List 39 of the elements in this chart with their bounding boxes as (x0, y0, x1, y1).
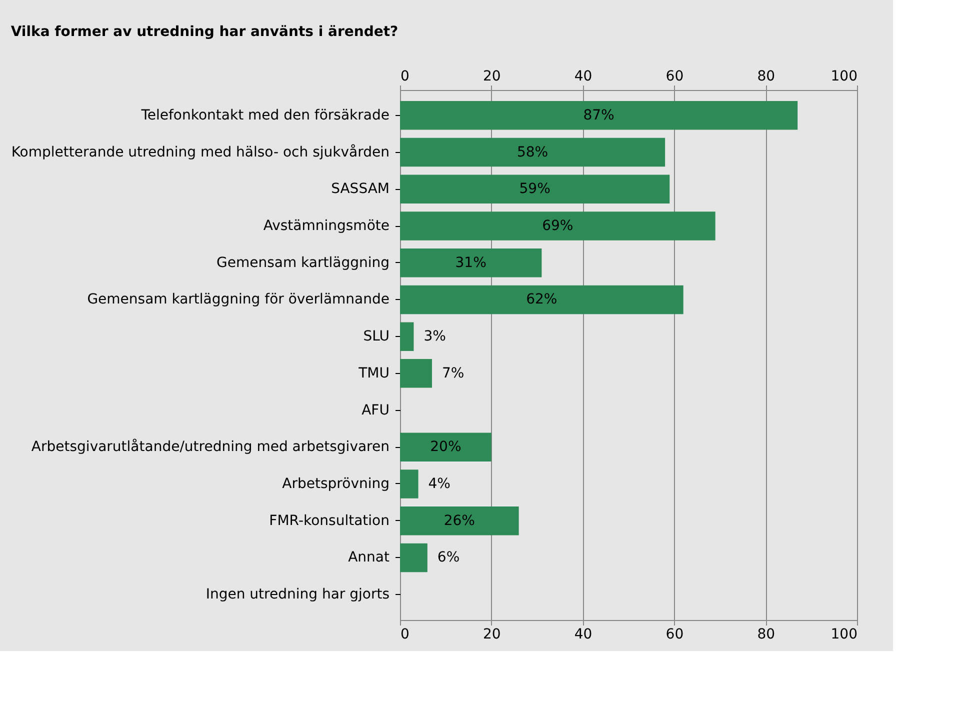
x-tick-label: 80 (757, 68, 776, 84)
x2-tick-label: 60 (666, 626, 684, 642)
data-label: 6% (437, 550, 460, 566)
text: Vilka former av utredning har använts i ärendet? (10, 24, 398, 40)
data-label: 26% (444, 512, 475, 529)
x2-tick-label: 40 (574, 626, 592, 642)
data-label: 87% (583, 107, 614, 124)
y-tick-label: SLU (363, 328, 390, 345)
y-tick-label: Gemensam kartläggning (216, 254, 390, 271)
y-tick-label: FMR-konsultation (269, 512, 390, 529)
data-label: 69% (542, 218, 574, 234)
y-tick-label: Arbetsgivarutlåtande/utredning med arbetsgivaren (31, 438, 390, 456)
data-label: 31% (455, 254, 486, 271)
x-tick-label: 60 (666, 68, 684, 84)
x-tick-label: 20 (482, 68, 501, 84)
y-tick-label: Telefonkontakt med den försäkrade (140, 107, 390, 124)
x-tick-label: 40 (574, 68, 592, 84)
y-tick-label: Ingen utredning har gjorts (206, 586, 390, 603)
data-label: 4% (428, 476, 450, 492)
y-tick-label: Avstämningsmöte (263, 218, 390, 234)
x2-tick-label: 100 (830, 626, 858, 642)
y-tick-label: Gemensam kartläggning för överlämnande (87, 292, 390, 308)
data-label: 59% (519, 181, 550, 198)
y-tick-label: AFU (362, 402, 390, 418)
data-label: 58% (516, 144, 548, 160)
y-tick-label: Annat (348, 550, 390, 566)
x2-tick-label: 20 (482, 626, 501, 642)
y-tick-label: Kompletterande utredning med hälso- och sjukvården (11, 143, 390, 160)
y-tick-label: SASSAM (331, 181, 390, 198)
data-label: 7% (442, 365, 464, 382)
data-label: 62% (526, 292, 558, 308)
y-tick-label: Arbetsprövning (282, 476, 390, 492)
data-label: 3% (424, 328, 446, 345)
data-label: 20% (430, 439, 462, 456)
x2-tick-label: 0 (400, 626, 410, 642)
y-tick-label: TMU (358, 365, 390, 382)
x2-tick-label: 80 (757, 626, 776, 642)
x-tick-label: 0 (400, 68, 410, 84)
x-tick-label: 100 (830, 68, 858, 84)
